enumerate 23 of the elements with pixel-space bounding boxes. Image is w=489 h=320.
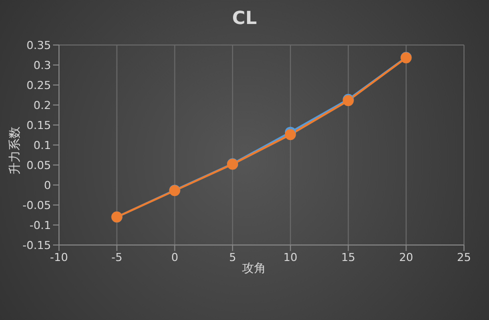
x-axis-title: 攻角 [242, 261, 266, 275]
y-tick-label: 0.15 [26, 118, 51, 132]
y-tick-label: 0.35 [26, 38, 51, 52]
x-tick-label: 0 [171, 250, 178, 264]
y-tick-label: 0.25 [26, 78, 51, 92]
x-tick-label: 15 [341, 250, 356, 264]
y-axis-title: 升力系数 [6, 126, 22, 176]
y-tick-label: 0.3 [34, 58, 51, 72]
y-tick-label: 0.1 [34, 138, 51, 152]
x-tick-label: 25 [457, 250, 471, 264]
x-tick-label: 10 [283, 250, 298, 264]
x-tick-label: -5 [111, 250, 122, 264]
y-tick-label: -0.05 [22, 198, 51, 212]
y-tick-label: 0 [44, 178, 51, 192]
x-tick-label: 20 [399, 250, 414, 264]
y-tick-label: -0.1 [30, 218, 51, 232]
chart-title: CL [231, 8, 258, 29]
point [284, 129, 296, 140]
x-tick-label: 5 [229, 250, 236, 264]
x-tick-label: -10 [50, 250, 68, 264]
y-tick-label: 0.05 [26, 158, 51, 172]
y-tick-label: 0.2 [34, 98, 51, 112]
y-tick-label: -0.15 [22, 238, 51, 252]
